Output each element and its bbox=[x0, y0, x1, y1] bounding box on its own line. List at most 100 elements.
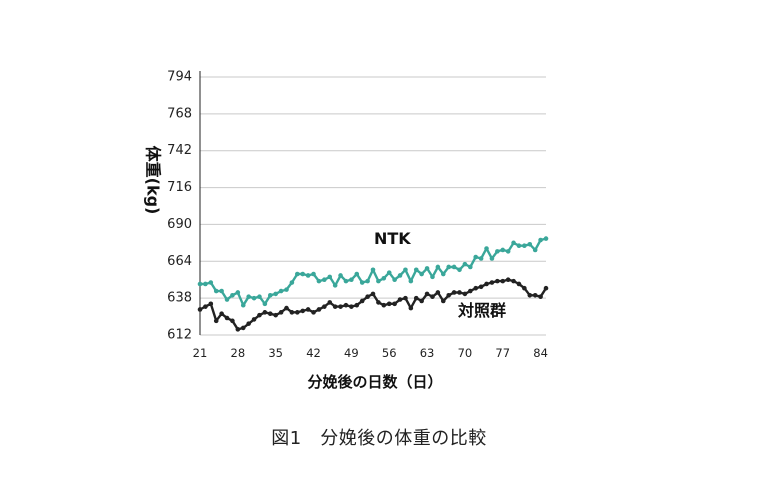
y-tick-label: 716 bbox=[167, 180, 192, 195]
x-axis-label: 分娩後の日数（日） bbox=[307, 373, 442, 391]
data-point-ntk bbox=[403, 267, 408, 273]
data-point-control bbox=[284, 305, 289, 311]
data-point-ntk bbox=[203, 281, 208, 287]
data-point-ntk bbox=[408, 278, 414, 284]
data-point-control bbox=[430, 294, 435, 300]
data-point-ntk bbox=[495, 249, 500, 254]
data-point-control bbox=[332, 304, 338, 309]
data-point-control bbox=[257, 312, 262, 318]
data-point-ntk bbox=[230, 293, 235, 298]
data-point-ntk bbox=[522, 243, 527, 248]
data-point-control bbox=[338, 304, 343, 309]
data-point-control bbox=[462, 291, 468, 297]
data-point-ntk bbox=[240, 302, 246, 308]
data-point-ntk bbox=[224, 297, 230, 302]
data-point-ntk bbox=[538, 237, 543, 243]
data-point-control bbox=[246, 321, 251, 326]
data-point-ntk bbox=[543, 236, 549, 241]
data-point-control bbox=[365, 294, 370, 300]
y-axis-label: 体重(kg) bbox=[144, 146, 163, 215]
data-point-control bbox=[495, 278, 500, 284]
data-point-ntk bbox=[527, 241, 533, 247]
data-point-ntk bbox=[489, 256, 495, 261]
data-point-control bbox=[424, 291, 430, 297]
data-point-ntk bbox=[500, 247, 506, 253]
data-point-control bbox=[349, 304, 354, 309]
data-point-ntk bbox=[446, 264, 451, 270]
data-point-control bbox=[262, 310, 268, 315]
data-point-ntk bbox=[327, 274, 333, 280]
x-tick-label: 35 bbox=[268, 346, 283, 360]
data-point-ntk bbox=[316, 278, 322, 284]
data-point-control bbox=[386, 301, 392, 307]
data-point-control bbox=[208, 301, 214, 307]
data-point-ntk bbox=[311, 271, 316, 277]
data-point-control bbox=[446, 293, 451, 298]
data-point-ntk bbox=[359, 280, 365, 285]
data-point-ntk bbox=[332, 283, 338, 288]
x-tick-label: 21 bbox=[193, 346, 208, 360]
data-point-ntk bbox=[516, 243, 522, 248]
data-point-control bbox=[235, 327, 241, 332]
data-point-control bbox=[267, 311, 273, 317]
data-point-ntk bbox=[300, 271, 306, 277]
data-point-control bbox=[457, 290, 462, 295]
y-tick-label: 638 bbox=[167, 291, 192, 306]
data-point-control bbox=[451, 290, 457, 295]
data-point-ntk bbox=[246, 294, 251, 300]
data-point-ntk bbox=[397, 273, 403, 278]
data-point-control bbox=[403, 295, 408, 301]
data-point-ntk bbox=[484, 246, 489, 251]
data-point-control bbox=[305, 307, 311, 312]
data-point-ntk bbox=[424, 266, 430, 271]
x-tick-label: 63 bbox=[420, 346, 435, 360]
data-point-control bbox=[440, 298, 446, 304]
data-point-control bbox=[408, 305, 414, 311]
data-point-ntk bbox=[386, 270, 392, 275]
data-point-control bbox=[532, 293, 538, 298]
y-tick-label: 612 bbox=[167, 328, 192, 343]
data-point-control bbox=[489, 280, 495, 285]
data-point-control bbox=[468, 288, 473, 294]
x-tick-label: 56 bbox=[382, 346, 397, 360]
data-point-ntk bbox=[235, 290, 241, 295]
data-point-control bbox=[240, 325, 246, 331]
data-point-ntk bbox=[365, 278, 370, 284]
data-point-ntk bbox=[457, 267, 462, 273]
data-point-ntk bbox=[305, 273, 311, 278]
data-point-ntk bbox=[532, 247, 538, 253]
data-point-control bbox=[511, 278, 516, 284]
data-point-ntk bbox=[440, 271, 446, 277]
data-point-control bbox=[505, 277, 511, 283]
data-point-control bbox=[413, 295, 419, 301]
data-point-ntk bbox=[505, 249, 511, 254]
data-point-ntk bbox=[257, 294, 262, 300]
data-point-ntk bbox=[208, 280, 214, 285]
y-tick-label: 690 bbox=[167, 217, 192, 232]
data-point-control bbox=[381, 302, 387, 308]
data-point-control bbox=[322, 304, 327, 309]
data-point-control bbox=[213, 318, 219, 324]
data-point-control bbox=[295, 310, 300, 315]
figure-caption: 図1 分娩後の体重の比較 bbox=[271, 428, 487, 449]
data-point-control bbox=[230, 318, 235, 324]
data-point-ntk bbox=[354, 271, 360, 277]
data-point-control bbox=[251, 317, 257, 322]
data-point-ntk bbox=[273, 291, 278, 297]
data-point-control bbox=[316, 307, 322, 312]
data-point-ntk bbox=[511, 240, 516, 246]
data-point-ntk bbox=[381, 275, 387, 281]
data-point-ntk bbox=[430, 274, 435, 280]
x-tick-label: 49 bbox=[344, 346, 359, 360]
data-point-control bbox=[376, 300, 381, 305]
data-point-ntk bbox=[197, 281, 203, 287]
data-point-control bbox=[419, 298, 424, 304]
data-point-control bbox=[500, 278, 506, 284]
data-point-ntk bbox=[451, 264, 457, 270]
series-label-ntk: NTK bbox=[374, 229, 411, 248]
series-group bbox=[197, 236, 549, 332]
x-tick-label: 70 bbox=[458, 346, 473, 360]
x-tick-label: 42 bbox=[306, 346, 321, 360]
data-point-ntk bbox=[295, 271, 300, 277]
